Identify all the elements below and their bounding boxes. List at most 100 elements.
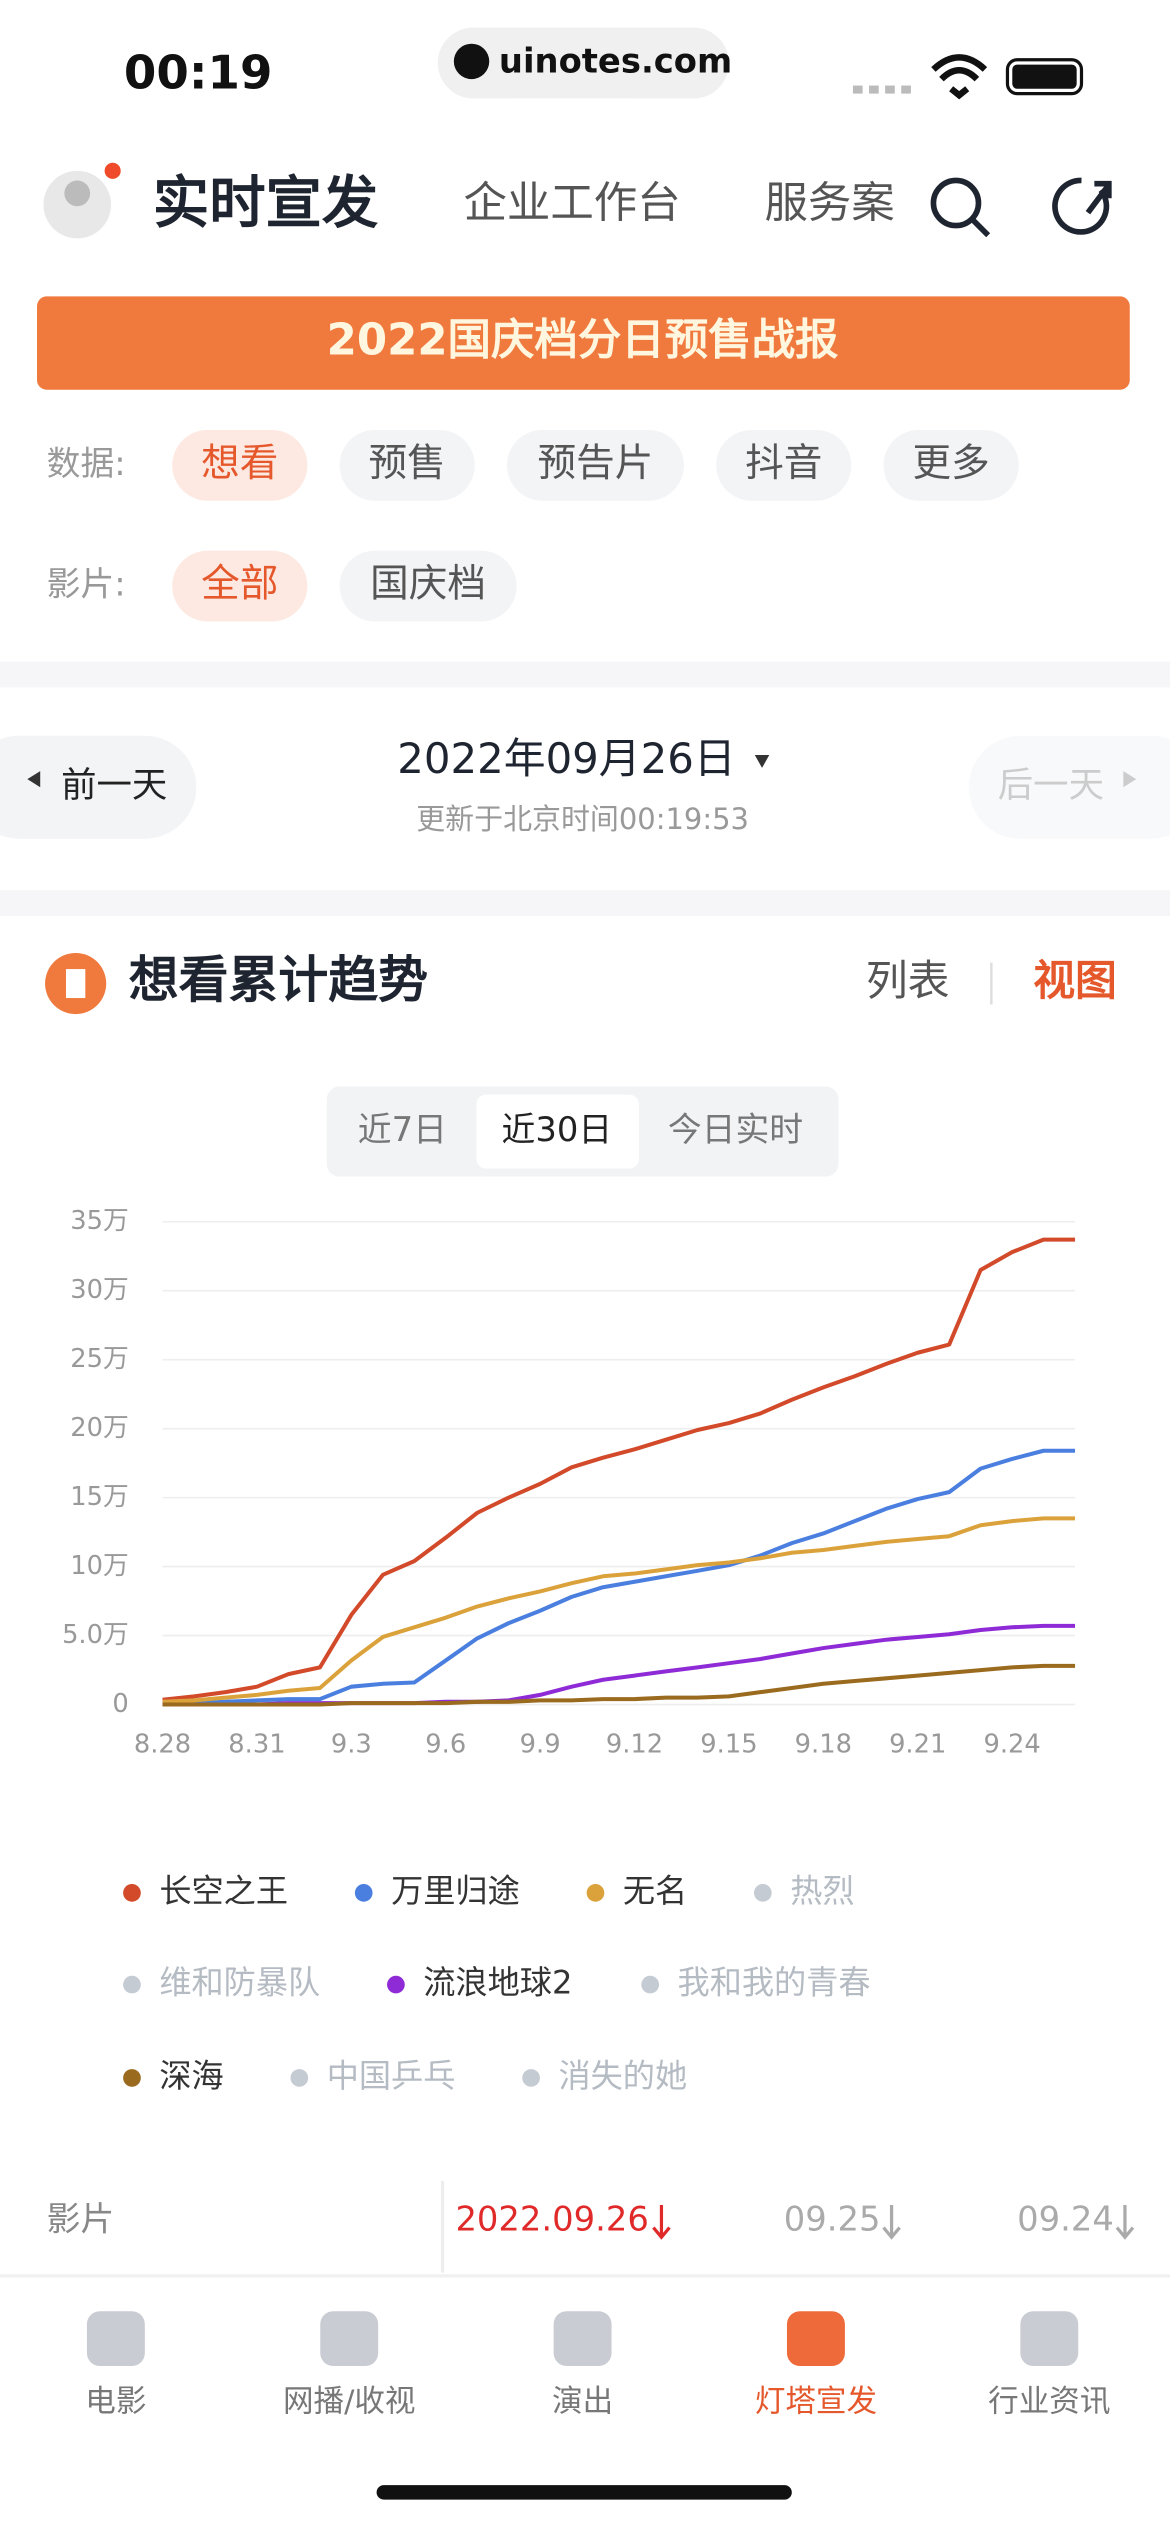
tab-label[interactable]: 网播/收视 — [283, 2385, 416, 2420]
legend-label[interactable]: 中国乒乓 — [327, 2057, 456, 2095]
x-tick-label: 9.9 — [520, 1729, 561, 1759]
legend-dot[interactable] — [753, 1883, 772, 1902]
filter-option[interactable]: 预告片 — [538, 441, 654, 486]
wifi — [931, 54, 988, 100]
tab-label[interactable]: 演出 — [552, 2385, 613, 2420]
series-line — [162, 1516, 1076, 1704]
legend-dot[interactable] — [354, 1883, 373, 1902]
prev-arrow — [27, 771, 41, 788]
legend-dot[interactable] — [123, 2069, 141, 2087]
legend-dot[interactable] — [123, 1883, 141, 1902]
header-tab[interactable]: 企业工作台 — [463, 179, 680, 229]
sort-arrow[interactable] — [652, 2205, 671, 2240]
section-icon-mark — [65, 969, 86, 999]
banner[interactable] — [37, 296, 1130, 390]
y-tick-label: 35万 — [70, 1206, 128, 1236]
prev-label[interactable]: 前一天 — [61, 765, 167, 806]
filter-pill[interactable] — [716, 429, 852, 501]
range-option[interactable]: 近7日 — [358, 1110, 447, 1149]
filter-pill[interactable] — [172, 429, 308, 501]
filter-option[interactable]: 更多 — [913, 441, 990, 486]
updated-time: 更新于北京时间00:19:53 — [416, 802, 749, 836]
header-tab[interactable]: 服务案 — [764, 179, 894, 229]
legend-label[interactable]: 我和我的青春 — [678, 1964, 871, 2002]
home-indicator — [376, 2485, 792, 2500]
column-header[interactable]: 09.24 — [1017, 2200, 1114, 2239]
tab-icon[interactable] — [320, 2311, 379, 2366]
x-tick-label: 9.6 — [425, 1729, 466, 1759]
legend-label[interactable]: 长空之王 — [159, 1872, 288, 1910]
legend-dot[interactable] — [123, 1975, 141, 1994]
avatar-head — [64, 180, 91, 207]
legend-label[interactable]: 深海 — [159, 2057, 223, 2095]
filter-option[interactable]: 全部 — [201, 562, 278, 607]
legend-dot[interactable] — [387, 1975, 405, 1994]
sort-arrow[interactable] — [882, 2205, 901, 2240]
range-option[interactable]: 近30日 — [502, 1110, 613, 1149]
y-tick-label: 25万 — [70, 1344, 128, 1374]
tab-icon[interactable] — [1020, 2311, 1079, 2366]
dropdown-arrow[interactable] — [754, 755, 770, 768]
filter-pill[interactable] — [339, 550, 517, 622]
table-label: 影片 — [47, 2200, 115, 2239]
sort-arrow[interactable] — [1115, 2205, 1135, 2240]
filter-pill[interactable] — [172, 550, 308, 622]
divider — [0, 890, 1170, 916]
next-label[interactable]: 后一天 — [998, 765, 1104, 806]
view-toggle[interactable]: 列表 — [866, 956, 950, 1005]
legend-dot[interactable] — [641, 1975, 660, 1994]
tab-label[interactable]: 行业资讯 — [988, 2385, 1110, 2420]
column-header[interactable]: 2022.09.26 — [455, 2200, 648, 2239]
filter-pill[interactable] — [883, 429, 1019, 501]
tab-icon[interactable] — [86, 2311, 145, 2366]
legend-label[interactable]: 维和防暴队 — [159, 1964, 320, 2002]
search-icon[interactable] — [930, 177, 991, 238]
x-tick-label: 8.31 — [228, 1729, 285, 1759]
y-tick-label: 5.0万 — [62, 1620, 129, 1650]
x-tick-label: 9.18 — [795, 1729, 852, 1759]
refresh-icon[interactable] — [1052, 177, 1112, 235]
y-tick-label: 10万 — [70, 1551, 128, 1581]
legend-dot[interactable] — [290, 2069, 309, 2087]
status-url: uinotes.com — [499, 42, 732, 81]
y-tick-label: 20万 — [70, 1413, 128, 1443]
view-toggle[interactable]: 视图 — [1033, 956, 1117, 1005]
x-tick-label: 9.24 — [983, 1729, 1040, 1759]
legend-label[interactable]: 无名 — [623, 1872, 687, 1910]
series-line — [162, 1448, 1076, 1706]
legend-label[interactable]: 消失的她 — [558, 2057, 687, 2095]
filter-label: 影片: — [47, 565, 126, 604]
next-button[interactable] — [968, 735, 1170, 839]
prev-button[interactable] — [0, 735, 197, 839]
filter-option[interactable]: 抖音 — [745, 441, 822, 486]
y-tick-label: 0 — [112, 1689, 128, 1719]
filter-label: 数据: — [47, 444, 126, 483]
tab-label[interactable]: 电影 — [85, 2385, 146, 2420]
legend-label[interactable]: 流浪地球2 — [423, 1964, 572, 2002]
legend-dot[interactable] — [586, 1883, 605, 1902]
banner-text: 2022国庆档分日预售战报 — [327, 316, 839, 366]
column-header[interactable]: 09.25 — [784, 2200, 881, 2239]
range-option[interactable]: 今日实时 — [668, 1110, 803, 1149]
url-pill — [437, 27, 730, 99]
x-tick-label: 9.21 — [889, 1729, 946, 1759]
filter-option[interactable]: 预售 — [369, 441, 446, 486]
legend-dot[interactable] — [522, 2069, 540, 2087]
tab-icon[interactable] — [553, 2311, 612, 2366]
series-line — [162, 1663, 1076, 1707]
filter-pill[interactable] — [339, 429, 475, 501]
tab-label[interactable]: 灯塔宣发 — [755, 2385, 877, 2420]
date[interactable]: 2022年09月26日 — [397, 734, 735, 783]
legend-label[interactable]: 万里归途 — [391, 1872, 520, 1910]
section-title: 想看累计趋势 — [129, 951, 428, 1009]
page-title: 实时宣发 — [153, 171, 379, 236]
tab-icon[interactable] — [786, 2311, 845, 2366]
filter-option[interactable]: 国庆档 — [370, 562, 486, 607]
filter-pill[interactable] — [506, 429, 684, 501]
legend-label[interactable]: 热烈 — [790, 1872, 854, 1910]
battery-level — [1012, 64, 1077, 89]
filter-option[interactable]: 想看 — [201, 441, 278, 486]
x-tick-label: 9.15 — [700, 1729, 757, 1759]
battery — [1005, 58, 1084, 96]
